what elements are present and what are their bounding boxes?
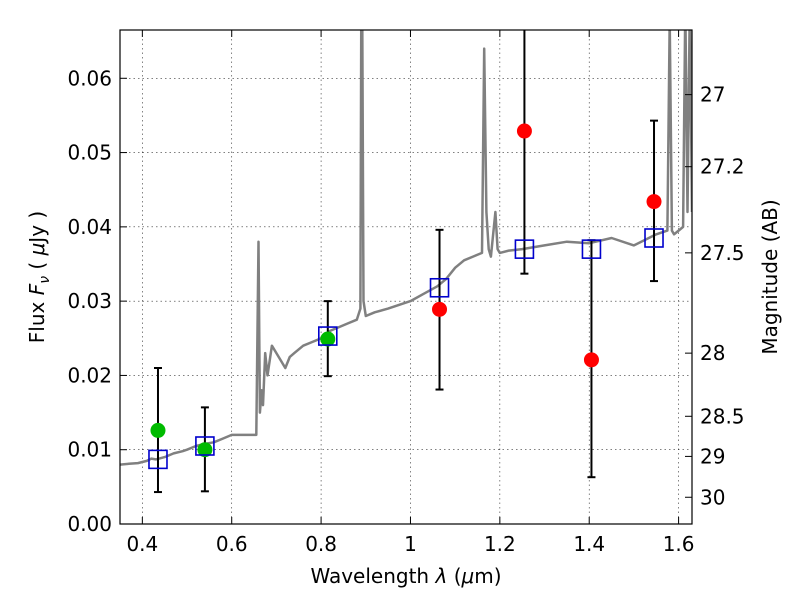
- mag-tick-label: 28: [700, 341, 725, 365]
- data-point: [516, 123, 532, 139]
- y-tick-label: 0.01: [67, 438, 112, 462]
- model-square: [429, 277, 450, 298]
- data-point: [150, 422, 166, 438]
- mag-tick-label: 27: [700, 83, 725, 107]
- mag-tick-label: 28.5: [700, 404, 745, 428]
- y-tick-label: 0.06: [67, 66, 112, 90]
- y-tick-label: 0.04: [67, 215, 112, 239]
- x-tick-label: 0.4: [126, 532, 158, 556]
- spectrum-line: [120, 30, 692, 466]
- mag-tick-label: 30: [700, 485, 725, 509]
- model-square: [195, 436, 215, 456]
- x-tick-label: 0.6: [216, 532, 248, 556]
- plot-frame: [119, 29, 693, 525]
- model-square: [317, 326, 338, 346]
- data-point: [646, 194, 662, 210]
- mag-tick-label: 29: [700, 444, 725, 468]
- plot-area: [120, 30, 692, 466]
- x-tick-label: 1.4: [573, 532, 605, 556]
- model-square: [644, 228, 664, 248]
- model-square: [148, 449, 168, 470]
- data-point: [320, 331, 336, 347]
- mag-tick-label: 27.2: [700, 155, 745, 179]
- model-square: [581, 239, 602, 259]
- y-tick-label: 0.02: [67, 363, 112, 387]
- data-point: [432, 301, 448, 317]
- x-tick-label: 0.8: [305, 532, 337, 556]
- data-point: [197, 442, 213, 458]
- marker-layer: [148, 30, 664, 494]
- tick-layer: 0.4 0.6 0.8 1 1.2 1.4 1.6 0.00 0.01 0.02 0.03 0.04 0…: [67, 30, 745, 556]
- mag-tick-label: 27.5: [700, 241, 745, 265]
- x-axis-title: Wavelength λ (μm): [310, 564, 501, 588]
- x-tick-label: 1.6: [663, 532, 695, 556]
- y2-axis-title: Magnitude (AB): [758, 199, 782, 354]
- x-tick-label: 1.2: [484, 532, 516, 556]
- y-tick-label: 0.00: [67, 512, 112, 536]
- x-tick-label: 1: [404, 532, 417, 556]
- y-axis-title: Flux Fν ( μJy ): [25, 211, 53, 343]
- data-point: [583, 352, 599, 368]
- model-square: [514, 239, 535, 259]
- y-tick-label: 0.05: [67, 141, 112, 165]
- y-tick-label: 0.03: [67, 289, 112, 313]
